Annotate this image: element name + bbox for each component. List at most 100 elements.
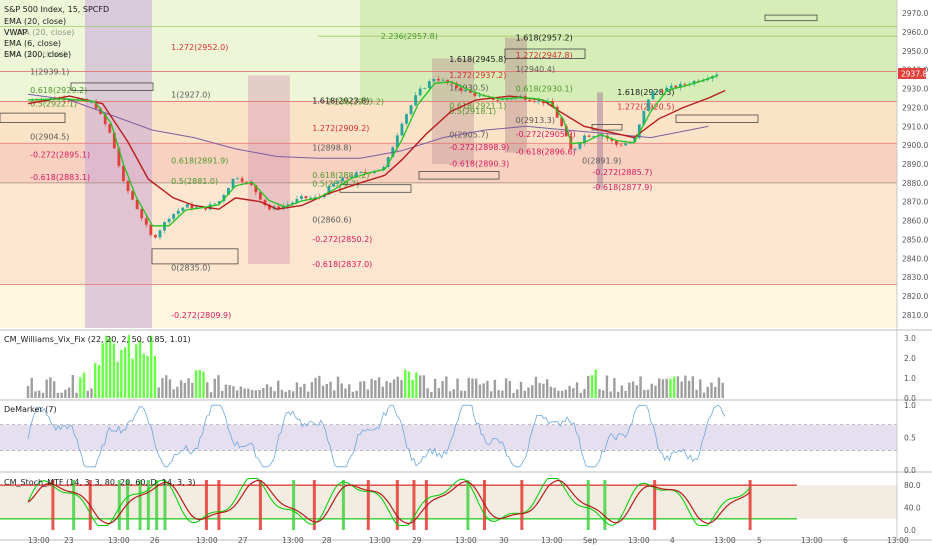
vix-bar[interactable] xyxy=(691,376,695,398)
vix-bar[interactable] xyxy=(553,387,556,398)
candle-body[interactable] xyxy=(112,132,116,149)
candle-body[interactable] xyxy=(309,197,313,199)
vix-bar[interactable] xyxy=(123,347,127,398)
candle-body[interactable] xyxy=(615,140,618,145)
candle-body[interactable] xyxy=(528,99,532,101)
vix-bar[interactable] xyxy=(527,387,530,398)
vix-bar[interactable] xyxy=(669,378,672,398)
candle-body[interactable] xyxy=(254,185,258,193)
vix-bar[interactable] xyxy=(26,385,30,398)
candle-body[interactable] xyxy=(468,90,472,93)
vix-bar[interactable] xyxy=(142,353,145,398)
vix-bar[interactable] xyxy=(258,389,261,398)
candle-body[interactable] xyxy=(231,178,235,189)
vix-bar[interactable] xyxy=(232,386,235,398)
candle-body[interactable] xyxy=(304,196,308,199)
candle-body[interactable] xyxy=(94,101,98,109)
candle-body[interactable] xyxy=(90,101,93,103)
vix-bar[interactable] xyxy=(321,385,325,398)
candle-body[interactable] xyxy=(213,203,217,205)
vix-bar[interactable] xyxy=(359,381,362,398)
candle-body[interactable] xyxy=(674,85,678,88)
vix-bar[interactable] xyxy=(206,382,209,398)
vix-bar[interactable] xyxy=(49,377,52,398)
vix-bar[interactable] xyxy=(542,383,545,398)
candle-body[interactable] xyxy=(386,157,390,168)
vix-bar[interactable] xyxy=(75,392,78,398)
vix-bar[interactable] xyxy=(362,381,366,398)
vix-bar[interactable] xyxy=(374,380,377,398)
vix-bar[interactable] xyxy=(643,389,646,398)
vix-bar[interactable] xyxy=(407,371,411,398)
vix-bar[interactable] xyxy=(460,390,463,398)
vix-bar[interactable] xyxy=(676,376,680,398)
candle-body[interactable] xyxy=(441,79,445,81)
vix-bar[interactable] xyxy=(314,377,317,398)
vix-bar[interactable] xyxy=(587,375,590,398)
vix-bar[interactable] xyxy=(213,378,216,398)
vix-bar[interactable] xyxy=(572,388,575,398)
vix-bar[interactable] xyxy=(150,335,153,398)
vix-bar[interactable] xyxy=(97,365,101,398)
candle-body[interactable] xyxy=(117,148,121,166)
vix-bar[interactable] xyxy=(299,387,302,398)
vix-bar[interactable] xyxy=(157,387,160,398)
vix-bar[interactable] xyxy=(235,390,239,398)
vix-bar[interactable] xyxy=(168,379,172,398)
vix-bar[interactable] xyxy=(351,391,355,398)
candle-body[interactable] xyxy=(359,171,363,173)
vix-bar[interactable] xyxy=(519,381,523,398)
vix-bar[interactable] xyxy=(86,390,89,398)
candle-body[interactable] xyxy=(427,81,431,89)
vix-bar[interactable] xyxy=(695,389,698,398)
vix-bar[interactable] xyxy=(680,381,683,398)
candle-body[interactable] xyxy=(286,204,290,206)
vix-bar[interactable] xyxy=(34,391,37,398)
candle-body[interactable] xyxy=(532,100,536,102)
candle-body[interactable] xyxy=(610,138,614,141)
vix-bar[interactable] xyxy=(635,385,639,398)
vix-bar[interactable] xyxy=(706,386,709,398)
vix-bar[interactable] xyxy=(463,390,467,398)
vix-bar[interactable] xyxy=(445,376,448,398)
vix-bar[interactable] xyxy=(433,378,437,398)
vix-bar[interactable] xyxy=(45,379,48,398)
vix-bar[interactable] xyxy=(366,389,370,398)
candle-body[interactable] xyxy=(122,165,125,181)
vix-bar[interactable] xyxy=(217,375,220,398)
vix-bar[interactable] xyxy=(672,376,676,398)
candle-body[interactable] xyxy=(227,188,230,195)
vix-bar[interactable] xyxy=(295,382,299,398)
candle-body[interactable] xyxy=(637,124,641,138)
candle-body[interactable] xyxy=(154,234,157,238)
candle-body[interactable] xyxy=(71,100,75,102)
candle-body[interactable] xyxy=(683,83,687,85)
vix-bar[interactable] xyxy=(684,375,687,398)
candle-body[interactable] xyxy=(195,207,198,209)
vix-bar[interactable] xyxy=(120,349,123,398)
candle-body[interactable] xyxy=(405,114,408,124)
vix-bar[interactable] xyxy=(504,378,508,398)
vix-bar[interactable] xyxy=(437,387,441,398)
candle-body[interactable] xyxy=(578,143,582,149)
candle-body[interactable] xyxy=(519,96,523,97)
vix-bar[interactable] xyxy=(557,390,560,398)
candle-body[interactable] xyxy=(624,143,627,146)
vix-bar[interactable] xyxy=(161,378,164,398)
vix-bar[interactable] xyxy=(101,343,104,398)
vix-bar[interactable] xyxy=(288,390,291,398)
candle-body[interactable] xyxy=(268,204,271,210)
candle-body[interactable] xyxy=(542,100,545,104)
candle-body[interactable] xyxy=(496,100,500,101)
vix-bar[interactable] xyxy=(325,383,328,398)
vix-bar[interactable] xyxy=(631,381,635,398)
vix-bar[interactable] xyxy=(329,381,332,398)
vix-bar[interactable] xyxy=(467,377,470,398)
candle-body[interactable] xyxy=(140,209,144,219)
vix-bar[interactable] xyxy=(392,379,396,398)
candle-body[interactable] xyxy=(354,172,358,177)
vix-bar[interactable] xyxy=(105,335,108,398)
vix-bar[interactable] xyxy=(344,388,347,398)
candle-body[interactable] xyxy=(67,99,71,101)
candle-body[interactable] xyxy=(332,183,335,187)
